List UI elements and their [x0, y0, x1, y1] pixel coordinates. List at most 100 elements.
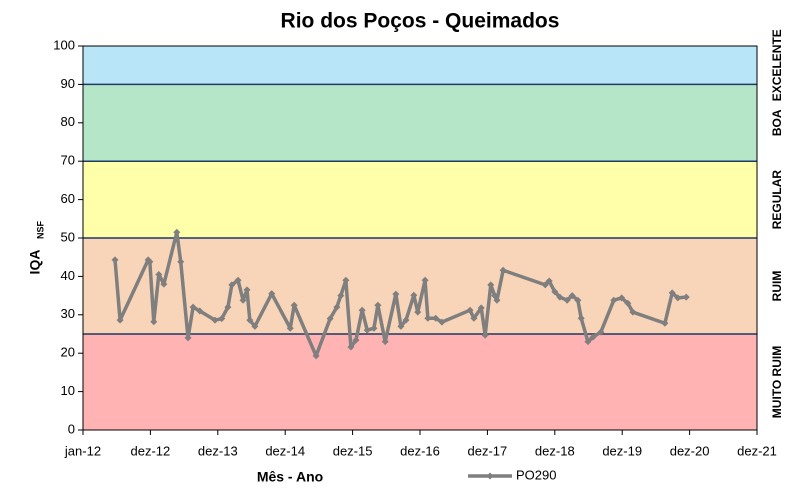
y-tick-label: 30 — [61, 306, 75, 321]
marker — [584, 338, 592, 346]
marker — [466, 306, 474, 314]
marker — [358, 306, 366, 314]
y-axis-label: IQA — [27, 250, 43, 275]
legend-marker — [486, 472, 494, 480]
marker — [421, 276, 429, 284]
series-line — [113, 230, 687, 358]
marker — [337, 292, 345, 300]
marker — [352, 336, 360, 344]
marker — [146, 258, 154, 266]
y-tick-label: 90 — [61, 76, 75, 91]
marker — [432, 314, 440, 322]
x-tick-label: dez-16 — [400, 443, 440, 458]
x-axis-label: Mês - Ano — [257, 469, 323, 485]
marker — [574, 296, 582, 304]
x-tick-label: dez-13 — [198, 443, 238, 458]
marker — [150, 318, 158, 326]
x-tick-label: dez-20 — [670, 443, 710, 458]
marker — [268, 290, 276, 298]
marker — [545, 277, 553, 285]
marker — [381, 338, 389, 346]
band-label: MUITO RUIM — [770, 346, 784, 418]
marker — [155, 270, 163, 278]
marker — [624, 299, 632, 307]
marker — [196, 307, 204, 315]
band-label-group: REGULAR — [770, 170, 784, 230]
band-label-group: EXCELENTE — [770, 29, 784, 101]
x-tick-label: dez-19 — [602, 443, 642, 458]
marker — [374, 301, 382, 309]
band-label: REGULAR — [770, 170, 784, 230]
marker — [563, 296, 571, 304]
marker — [568, 292, 576, 300]
marker — [392, 290, 400, 298]
band-label-group: RUIM — [770, 271, 784, 302]
marker — [333, 303, 341, 311]
marker — [577, 314, 585, 322]
marker — [326, 315, 334, 323]
marker — [111, 256, 119, 264]
plot-frame — [82, 45, 758, 431]
y-tick-label: 100 — [53, 37, 75, 52]
marker — [243, 286, 251, 294]
marker — [312, 352, 320, 360]
marker — [668, 289, 676, 297]
marker — [347, 343, 355, 351]
band — [83, 46, 757, 85]
marker — [116, 316, 124, 324]
marker — [438, 318, 446, 326]
marker — [224, 303, 232, 311]
y-axis-label-group: IQA NSF — [27, 220, 46, 274]
band-label: RUIM — [770, 271, 784, 302]
marker — [597, 328, 605, 336]
marker — [470, 314, 478, 322]
marker — [218, 315, 226, 323]
y-tick-label: 50 — [61, 229, 75, 244]
marker — [160, 280, 168, 288]
band-label-group: MUITO RUIM — [770, 346, 784, 418]
x-tick-label: jan-12 — [64, 443, 101, 458]
marker — [228, 281, 236, 289]
x-tick-label: dez-15 — [333, 443, 373, 458]
marker — [481, 331, 489, 339]
marker — [363, 326, 371, 334]
chart-title: Rio dos Poços - Queimados — [281, 10, 560, 33]
marker — [487, 281, 495, 289]
y-tick-label: 0 — [68, 421, 75, 436]
marker — [629, 308, 637, 316]
marker — [239, 296, 247, 304]
band — [83, 161, 757, 238]
marker — [370, 324, 378, 332]
marker — [551, 288, 559, 296]
marker — [211, 316, 219, 324]
marker — [184, 334, 192, 342]
marker — [402, 316, 410, 324]
y-tick-label: 70 — [61, 153, 75, 168]
marker — [189, 303, 197, 311]
y-tick-label: 80 — [61, 114, 75, 129]
x-tick-label: dez-21 — [737, 443, 777, 458]
marker — [424, 314, 432, 322]
y-tick-label: 10 — [61, 383, 75, 398]
band-label: BOA — [770, 109, 784, 136]
x-tick-label: dez-18 — [535, 443, 575, 458]
marker — [610, 296, 618, 304]
marker — [397, 322, 405, 330]
marker — [499, 266, 507, 274]
y-tick-label: 40 — [61, 268, 75, 283]
y-axis-label-subscript: NSF — [35, 220, 45, 239]
marker — [342, 276, 350, 284]
marker — [414, 308, 422, 316]
marker — [556, 293, 564, 301]
marker — [477, 304, 485, 312]
marker — [173, 228, 181, 236]
marker — [246, 316, 254, 324]
y-tick-label: 20 — [61, 345, 75, 360]
y-tick-label: 60 — [61, 191, 75, 206]
marker — [177, 258, 185, 266]
marker — [234, 276, 242, 284]
marker — [493, 296, 501, 304]
marker — [410, 291, 418, 299]
marker — [251, 322, 259, 330]
marker — [589, 333, 597, 341]
